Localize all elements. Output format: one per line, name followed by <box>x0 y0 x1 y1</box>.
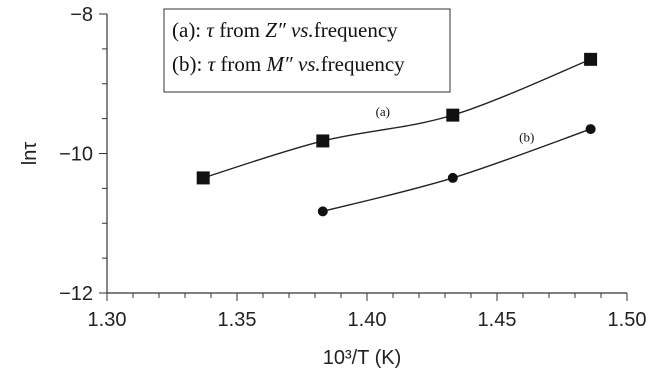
data-point-circle <box>317 206 328 217</box>
data-point-square <box>196 171 210 185</box>
x-tick-label: 1.50 <box>608 309 647 331</box>
legend-box <box>163 8 451 93</box>
data-point-square <box>316 134 330 148</box>
x-axis-label: 10³/T (K) <box>323 347 402 369</box>
data-point-square <box>446 108 460 122</box>
ticks: 1.30 1.35 1.40 1.45 1.50 −8 −10 −12 <box>59 4 646 331</box>
y-tick-label: −12 <box>59 283 93 305</box>
x-tick-label: 1.30 <box>88 309 127 331</box>
y-tick-label: −10 <box>59 144 93 166</box>
series-line-b <box>322 128 591 213</box>
data-point-square <box>584 52 598 66</box>
x-tick-label: 1.35 <box>218 309 257 331</box>
series-group: (a) (b) <box>196 52 598 217</box>
series-line-a <box>202 58 591 179</box>
legend-entry-b: (b): τ from M″ vs.frequency <box>172 52 405 76</box>
data-point-circle <box>447 172 458 183</box>
series-label-a: (a) <box>376 104 390 119</box>
legend: (a): τ from Z″ vs.frequency (b): τ from … <box>163 8 451 93</box>
y-tick-label: −8 <box>70 4 93 26</box>
x-tick-label: 1.40 <box>348 309 387 331</box>
series-label-b: (b) <box>519 130 534 145</box>
x-tick-label: 1.45 <box>478 309 517 331</box>
legend-entry-a: (a): τ from Z″ vs.frequency <box>172 18 398 42</box>
data-point-circle <box>585 124 596 135</box>
y-axis-label: lnτ <box>19 142 41 166</box>
